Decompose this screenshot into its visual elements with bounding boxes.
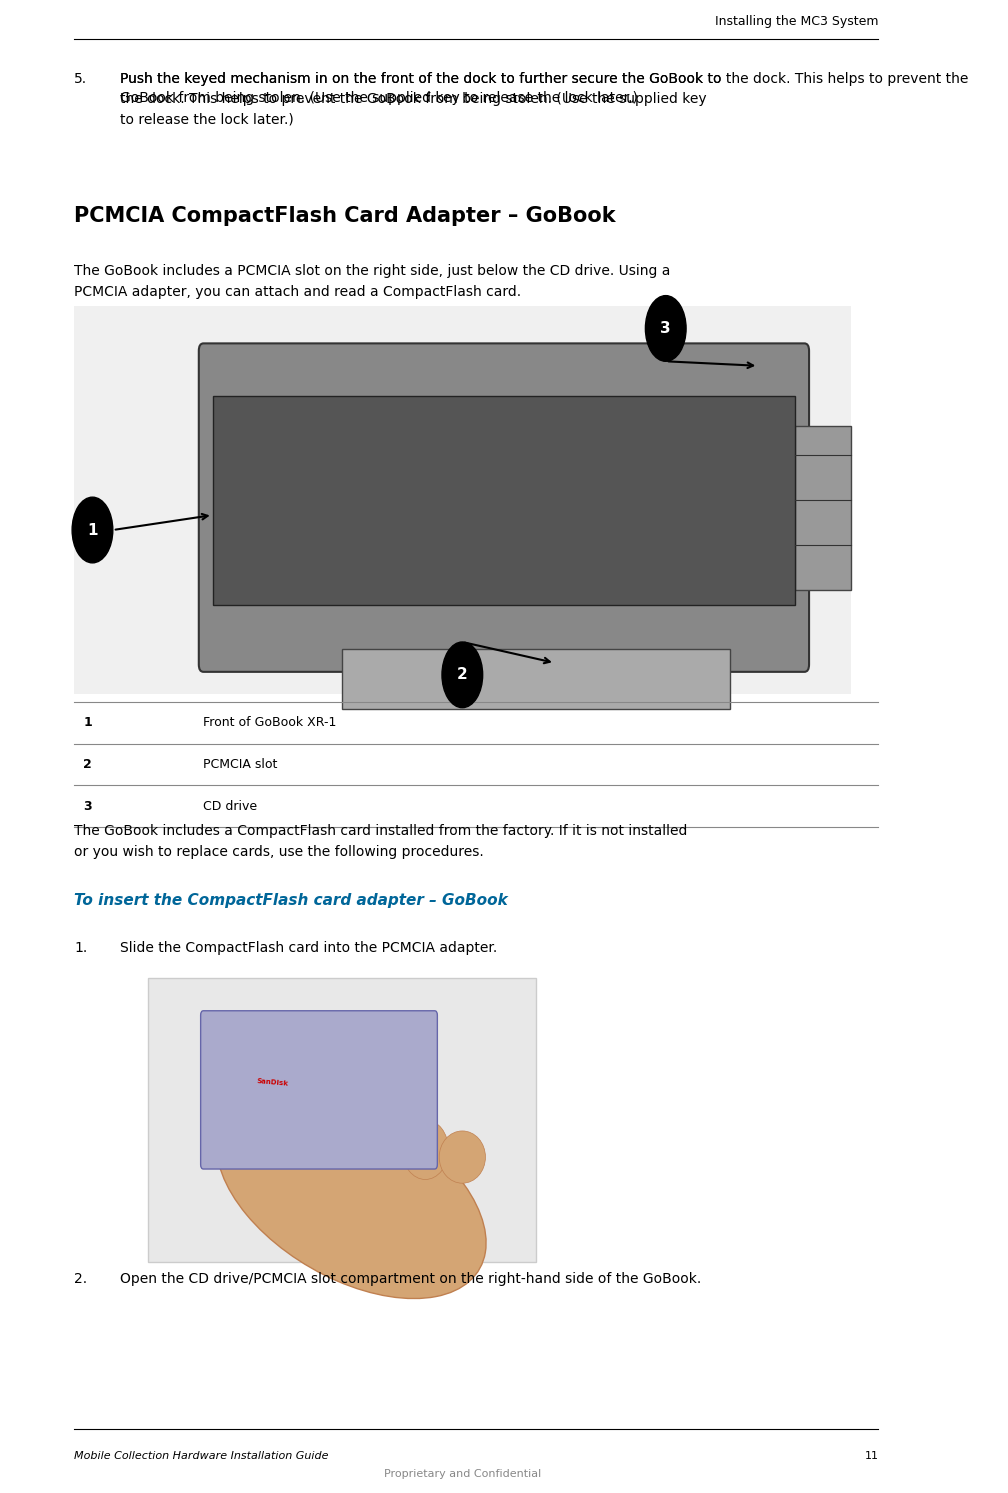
Text: The GoBook includes a CompactFlash card installed from the factory. If it is not: The GoBook includes a CompactFlash card …: [74, 824, 687, 858]
FancyBboxPatch shape: [342, 649, 731, 709]
Text: PCMCIA slot: PCMCIA slot: [204, 758, 278, 770]
Text: 5.: 5.: [74, 72, 87, 85]
Text: 2.: 2.: [74, 1272, 87, 1285]
Text: 2: 2: [457, 667, 468, 682]
Text: Front of GoBook XR-1: Front of GoBook XR-1: [204, 717, 337, 729]
Ellipse shape: [365, 1105, 411, 1165]
Text: The GoBook includes a PCMCIA slot on the right side, just below the CD drive. Us: The GoBook includes a PCMCIA slot on the…: [74, 264, 670, 299]
Text: Slide the CompactFlash card into the PCMCIA adapter.: Slide the CompactFlash card into the PCM…: [120, 941, 498, 954]
FancyBboxPatch shape: [201, 1011, 437, 1169]
Text: Mobile Collection Hardware Installation Guide: Mobile Collection Hardware Installation …: [74, 1451, 329, 1462]
Circle shape: [73, 497, 113, 563]
Text: 1: 1: [84, 717, 92, 729]
Text: PCMCIA CompactFlash Card Adapter – GoBook: PCMCIA CompactFlash Card Adapter – GoBoo…: [74, 206, 616, 225]
Text: Proprietary and Confidential: Proprietary and Confidential: [384, 1469, 541, 1480]
Text: Push the keyed mechanism in on the front of the dock to further secure the GoBoo: Push the keyed mechanism in on the front…: [120, 72, 969, 105]
FancyBboxPatch shape: [199, 343, 809, 672]
Ellipse shape: [217, 1090, 486, 1299]
FancyBboxPatch shape: [795, 426, 851, 590]
Circle shape: [645, 296, 686, 361]
Text: Push the keyed mechanism in on the front of the dock to further secure the GoBoo: Push the keyed mechanism in on the front…: [120, 72, 722, 127]
Text: 2: 2: [84, 758, 92, 770]
FancyBboxPatch shape: [213, 396, 795, 605]
Circle shape: [442, 642, 483, 708]
Text: To insert the CompactFlash card adapter – GoBook: To insert the CompactFlash card adapter …: [74, 893, 508, 908]
Text: CD drive: CD drive: [204, 800, 258, 812]
Text: 3: 3: [84, 800, 92, 812]
Text: 1.: 1.: [74, 941, 88, 954]
Text: Installing the MC3 System: Installing the MC3 System: [715, 15, 878, 28]
FancyBboxPatch shape: [74, 306, 851, 694]
Text: 3: 3: [660, 321, 671, 336]
Text: 11: 11: [865, 1451, 878, 1462]
Ellipse shape: [439, 1132, 486, 1182]
FancyBboxPatch shape: [148, 978, 536, 1262]
Text: 1: 1: [88, 523, 98, 537]
Text: Open the CD drive/PCMCIA slot compartment on the right-hand side of the GoBook.: Open the CD drive/PCMCIA slot compartmen…: [120, 1272, 702, 1285]
Ellipse shape: [402, 1120, 449, 1179]
Text: SanDisk: SanDisk: [257, 1078, 289, 1087]
